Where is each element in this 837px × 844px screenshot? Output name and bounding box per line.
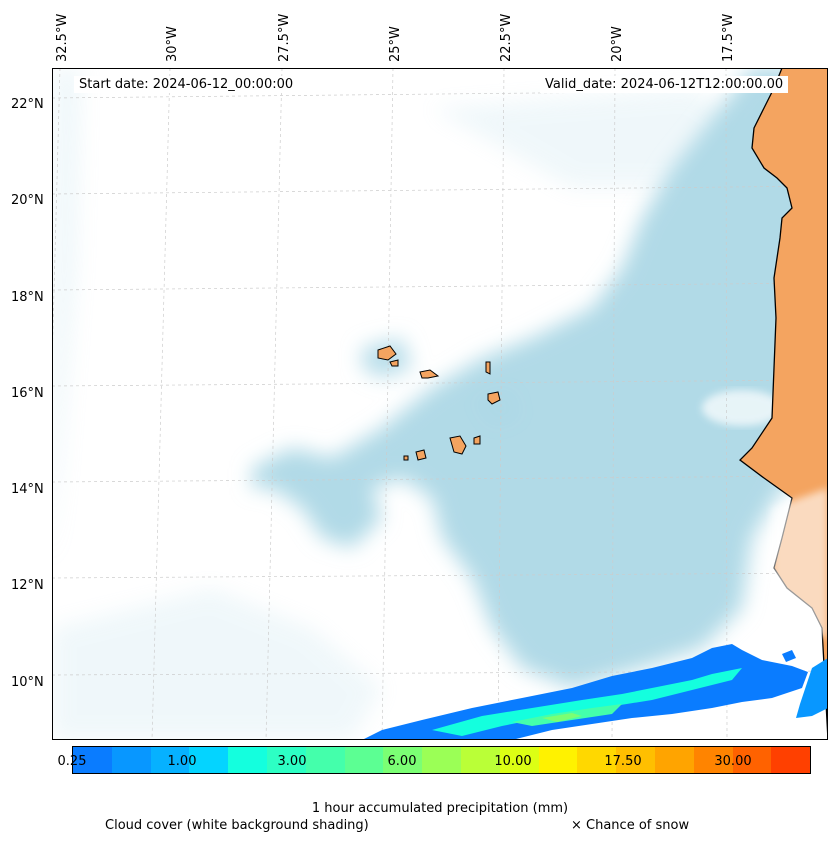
colorbar-segment xyxy=(266,747,306,773)
colorbar-tick-0-25: 0.25 xyxy=(57,754,87,769)
colorbar-segment xyxy=(693,747,733,773)
colorbar-segment xyxy=(305,747,345,773)
colorbar-segment xyxy=(499,747,539,773)
colorbar-tick-1-00: 1.00 xyxy=(167,754,197,769)
colorbar-segment xyxy=(111,747,151,773)
island-sal xyxy=(485,361,491,375)
lon-label-30w: 30°W xyxy=(165,26,180,62)
colorbar-segment xyxy=(577,747,617,773)
island-santiago xyxy=(449,435,467,455)
lat-label-12n: 12°N xyxy=(11,578,44,593)
lon-label-27-5w: 27.5°W xyxy=(277,13,292,62)
colorbar-segment xyxy=(732,747,772,773)
coastal-cloud-shading xyxy=(772,488,828,638)
colorbar-segment xyxy=(150,747,190,773)
colorbar-tick-3-00: 3.00 xyxy=(277,754,307,769)
lat-label-14n: 14°N xyxy=(11,482,44,497)
island-maio xyxy=(473,435,481,445)
lon-label-25w: 25°W xyxy=(388,26,403,62)
island-fogo xyxy=(415,449,427,461)
start-date-label: Start date: 2024-06-12_00:00:00 xyxy=(74,76,299,93)
colorbar-label: 1 hour accumulated precipitation (mm) xyxy=(311,801,569,816)
lat-label-18n: 18°N xyxy=(11,290,44,305)
precipitation-colorbar xyxy=(72,746,811,774)
colorbar-segment xyxy=(538,747,578,773)
lat-label-20n: 20°N xyxy=(11,193,44,208)
map-panel xyxy=(52,68,828,740)
colorbar-tick-30-00: 30.00 xyxy=(714,754,752,769)
colorbar-segment xyxy=(228,747,267,773)
map-frame xyxy=(52,68,828,740)
snow-caption: × Chance of snow xyxy=(571,818,690,833)
colorbar-segment xyxy=(189,747,229,773)
lat-label-10n: 10°N xyxy=(11,675,44,690)
colorbar-tick-17-50: 17.50 xyxy=(604,754,642,769)
colorbar-segment xyxy=(73,747,112,773)
colorbar-segment xyxy=(344,747,384,773)
valid-date-label: Valid_date: 2024-06-12T12:00:00.00 xyxy=(540,76,789,93)
precipitation-band xyxy=(362,644,828,740)
lon-label-17-5w: 17.5°W xyxy=(721,13,736,62)
lon-label-32-5w: 32.5°W xyxy=(55,13,70,62)
colorbar-segment xyxy=(616,747,655,773)
colorbar-segment xyxy=(771,747,811,773)
colorbar-tick-10-00: 10.00 xyxy=(494,754,532,769)
cape-verde-islands xyxy=(377,345,501,461)
cloud-gap xyxy=(702,390,782,426)
lat-label-16n: 16°N xyxy=(11,386,44,401)
island-boa-vista xyxy=(487,391,501,405)
lon-label-22-5w: 22.5°W xyxy=(499,13,514,62)
colorbar-segment xyxy=(460,747,500,773)
cloud-cover-caption: Cloud cover (white background shading) xyxy=(105,818,369,833)
colorbar-segment xyxy=(422,747,461,773)
lon-label-20w: 20°W xyxy=(610,26,625,62)
island-brava xyxy=(403,455,409,461)
lat-label-22n: 22°N xyxy=(11,97,44,112)
graticule xyxy=(52,68,828,740)
light-cloud-haze xyxy=(52,68,752,740)
colorbar-segment xyxy=(383,747,423,773)
island-sao-nicolau xyxy=(419,369,440,379)
colorbar-tick-6-00: 6.00 xyxy=(387,754,417,769)
island-santo-antao xyxy=(377,345,397,361)
colorbar-segment xyxy=(654,747,694,773)
island-sao-vicente xyxy=(389,359,399,367)
